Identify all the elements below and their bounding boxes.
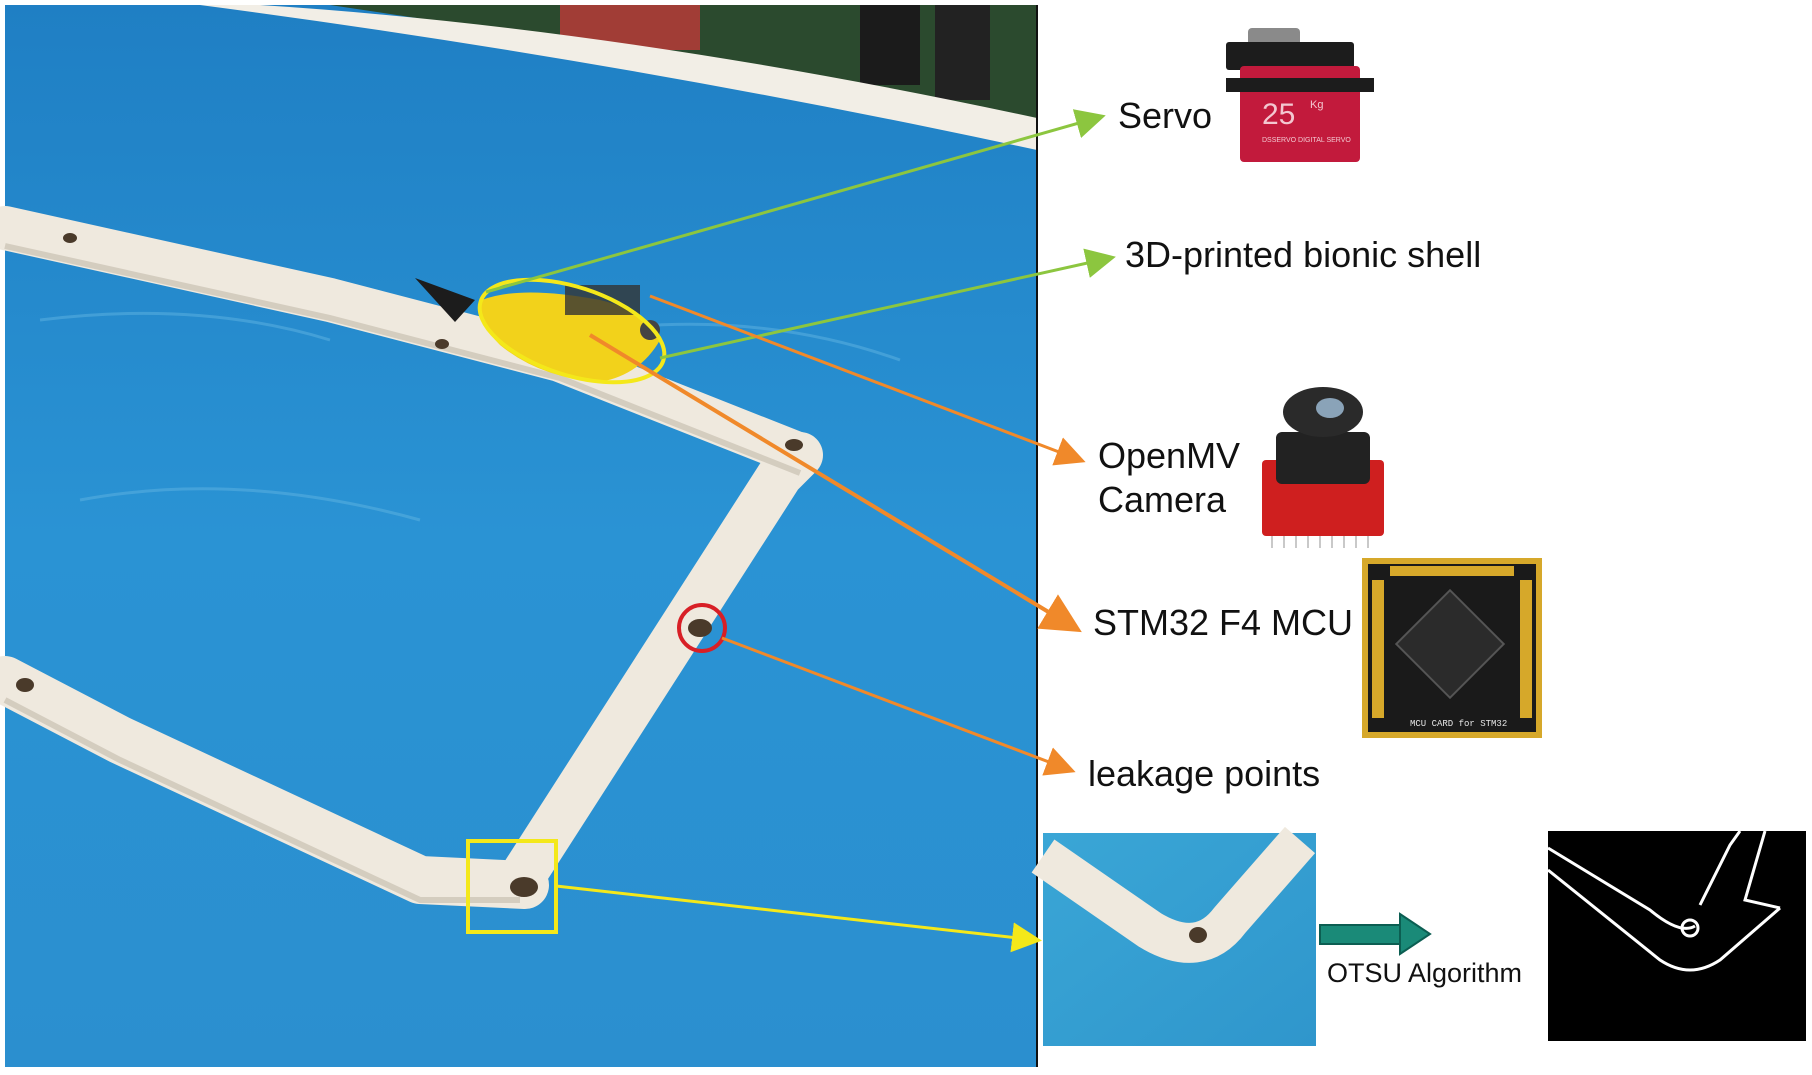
- cropped-corner-image: [1031, 826, 1316, 1046]
- callout-crop: [555, 884, 1042, 953]
- label-otsu-algorithm: OTSU Algorithm: [1327, 958, 1523, 988]
- label-bionic-shell: 3D-printed bionic shell: [1125, 234, 1482, 275]
- callout-camera: [649, 294, 1086, 466]
- servo-photo: 25 Kg DSSERVO DIGITAL SERVO: [1226, 28, 1374, 162]
- callout-lines: [485, 109, 1116, 953]
- label-leakage-points: leakage points: [1088, 753, 1321, 794]
- board-label: MCU CARD for STM32: [1410, 719, 1507, 729]
- otsu-arrow: [1319, 912, 1432, 956]
- pvc-pipe-loop: [0, 206, 823, 909]
- label-servo: Servo: [1118, 95, 1213, 136]
- callout-servo: [485, 109, 1106, 294]
- openmv-camera-photo: [1262, 387, 1384, 548]
- pipe-holes: [16, 233, 803, 897]
- servo-photo-label: 25: [1262, 98, 1295, 131]
- label-stm32-mcu: STM32 F4 MCU: [1093, 602, 1354, 643]
- servo-photo-sublabel: DSSERVO DIGITAL SERVO: [1262, 137, 1351, 144]
- leak-highlight-circle: [677, 603, 727, 653]
- callout-mcu: [588, 333, 1082, 633]
- callout-shell: [659, 248, 1116, 360]
- servo-photo-unit: Kg: [1310, 99, 1323, 111]
- callout-leakage: [721, 636, 1076, 776]
- fish-highlight-ellipse: [477, 277, 667, 385]
- label-openmv-camera: OpenMV Camera: [1098, 435, 1241, 520]
- otsu-edge-result: [1547, 830, 1806, 1041]
- stm32-board-photo: MCU CARD for STM32: [1362, 558, 1542, 738]
